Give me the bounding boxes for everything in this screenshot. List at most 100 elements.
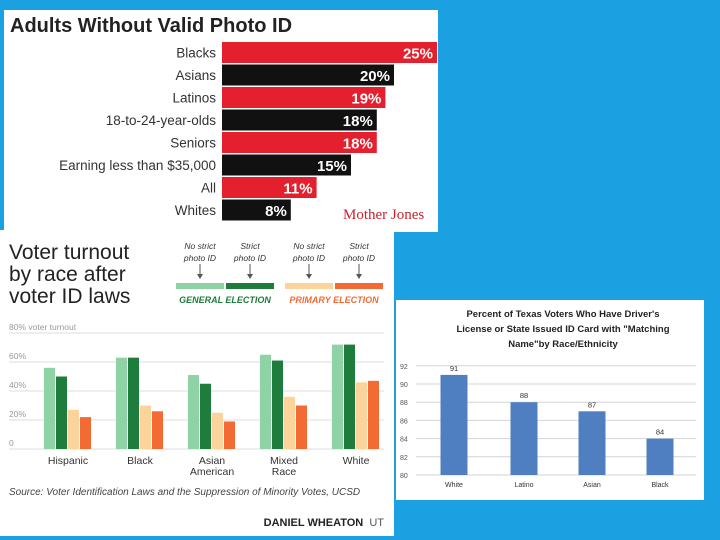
y-tick-label: 20% [9, 409, 26, 419]
chart-title-line-1: Voter turnout [9, 241, 129, 264]
category-label: Seniors [170, 136, 216, 151]
y-tick-label: 60% [9, 351, 26, 361]
source-credit: Mother Jones [343, 207, 424, 223]
credit-org: UT [369, 517, 384, 529]
value-label: 20% [360, 68, 390, 85]
bar [224, 421, 235, 449]
bar [222, 154, 351, 176]
photo-id-chart-panel: Adults Without Valid Photo ID Blacks 25% A… [4, 10, 438, 232]
bar [578, 411, 606, 475]
source-note: Source: Voter Identification Laws and th… [9, 487, 360, 498]
turnout-chart-panel: Voter turnout by race after voter ID law… [0, 230, 394, 536]
x-tick-label: Asian [199, 455, 225, 467]
legend-arrowhead [356, 274, 362, 279]
bar [222, 132, 377, 153]
x-tick-label: Latino [514, 482, 533, 489]
y-tick-label: 84 [400, 437, 408, 444]
bar [212, 412, 223, 449]
legend-swatch [226, 283, 274, 289]
value-label: 87 [588, 400, 596, 409]
chart-title-line-1: Percent of Texas Voters Who Have Driver'… [466, 309, 659, 320]
bar [222, 64, 394, 86]
bar [440, 374, 468, 475]
bar [222, 109, 377, 131]
bar [116, 357, 127, 449]
x-tick-label: Mixed [270, 455, 298, 467]
category-label: 18-to-24-year-olds [106, 113, 217, 128]
legend-arrowhead [197, 274, 203, 279]
bar [222, 42, 437, 63]
category-label: All [201, 181, 216, 196]
photo-id-bar-chart: Adults Without Valid Photo ID Blacks 25% A… [10, 15, 437, 223]
credit: DANIEL WHEATON UT [264, 517, 385, 529]
legend-item-label: photo ID [292, 253, 325, 263]
x-tick-label: American [190, 466, 235, 478]
value-label: 88 [520, 391, 528, 400]
legend-arrowhead [247, 274, 253, 279]
chart-title-line-2: by race after [9, 263, 126, 286]
legend-item-label: photo ID [233, 253, 266, 263]
bar [188, 375, 199, 449]
y-tick-label: 80% voter turnout [9, 322, 77, 332]
x-tick-label: Race [272, 466, 297, 478]
bar [200, 383, 211, 449]
value-label: 8% [265, 203, 287, 220]
bar [356, 382, 367, 449]
credit-name: DANIEL WHEATON [264, 517, 364, 529]
bar [296, 405, 307, 449]
bar [284, 396, 295, 449]
y-tick-label: 92 [400, 364, 408, 371]
value-label: 15% [317, 158, 347, 175]
legend-item-label: No strict [293, 241, 325, 251]
y-tick-label: 86 [400, 418, 408, 425]
x-tick-label: Hispanic [48, 455, 88, 467]
category-label: Asians [175, 68, 216, 83]
y-tick-label: 40% [9, 380, 26, 390]
bar [272, 360, 283, 449]
y-tick-label: 90 [400, 382, 408, 389]
category-label: Earning less than $35,000 [59, 158, 216, 173]
texas-id-bar-chart: Percent of Texas Voters Who Have Driver'… [400, 309, 696, 489]
x-tick-label: Black [651, 482, 669, 489]
bar [140, 405, 151, 449]
bar [260, 354, 271, 449]
y-tick-label: 88 [400, 400, 408, 407]
turnout-grouped-bar-chart: Voter turnout by race after voter ID law… [9, 241, 385, 529]
value-label: 18% [343, 136, 373, 153]
value-label: 25% [403, 46, 433, 63]
bar [510, 402, 538, 475]
legend-swatch [176, 283, 224, 289]
x-tick-label: White [343, 455, 370, 467]
texas-id-chart-panel: Percent of Texas Voters Who Have Driver'… [396, 300, 704, 500]
legend-group-label: GENERAL ELECTION [179, 295, 271, 305]
category-label: Whites [175, 203, 217, 218]
legend-item-label: photo ID [342, 253, 375, 263]
bar [80, 417, 91, 449]
legend-item-label: Strict [240, 241, 260, 251]
value-label: 11% [283, 181, 312, 198]
bar [68, 409, 79, 449]
legend-item-label: No strict [184, 241, 216, 251]
bar [128, 357, 139, 449]
bar [222, 87, 386, 108]
legend-arrowhead [306, 274, 312, 279]
bar [44, 367, 55, 449]
legend-swatch [285, 283, 333, 289]
value-label: 91 [450, 364, 458, 373]
x-tick-label: White [445, 482, 463, 489]
bar [344, 344, 355, 449]
chart-title-line-2: License or State Issued ID Card with "Ma… [456, 324, 669, 335]
value-label: 18% [343, 113, 373, 130]
legend-item-label: photo ID [183, 253, 216, 263]
bar [368, 380, 379, 449]
bar [222, 199, 291, 221]
category-label: Blacks [176, 46, 216, 61]
legend-group-label: PRIMARY ELECTION [289, 295, 379, 305]
legend-swatch [335, 283, 383, 289]
y-tick-label: 80 [400, 473, 408, 480]
chart-title-line-3: Name"by Race/Ethnicity [508, 339, 618, 350]
chart-title: Adults Without Valid Photo ID [10, 15, 292, 37]
x-tick-label: Black [127, 455, 153, 467]
legend-item-label: Strict [349, 241, 369, 251]
bar [56, 376, 67, 449]
